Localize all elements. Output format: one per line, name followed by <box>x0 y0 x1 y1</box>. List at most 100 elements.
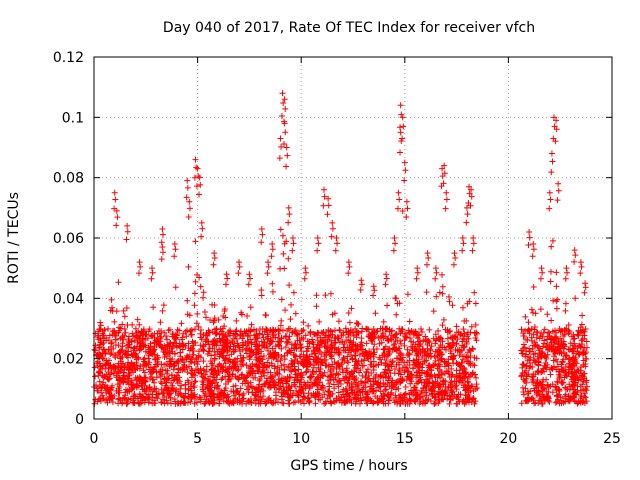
data-point <box>280 361 287 368</box>
data-point <box>570 336 577 343</box>
data-point <box>449 395 456 402</box>
data-point <box>372 310 379 317</box>
data-point <box>96 369 103 376</box>
data-point <box>580 377 587 384</box>
data-point <box>363 340 370 347</box>
data-point <box>235 270 242 277</box>
data-point <box>159 307 166 314</box>
data-point <box>407 397 414 404</box>
y-tick-label: 0.08 <box>53 171 84 187</box>
data-point <box>364 389 371 396</box>
data-point <box>161 385 168 392</box>
data-point <box>404 359 411 366</box>
data-point <box>558 365 565 372</box>
data-point <box>274 358 281 365</box>
data-point <box>201 367 208 374</box>
data-point <box>202 371 209 378</box>
data-point <box>137 263 144 270</box>
data-point <box>247 348 254 355</box>
data-point <box>570 363 577 370</box>
data-point <box>306 398 313 405</box>
data-point <box>133 354 140 361</box>
data-point <box>366 375 373 382</box>
data-point <box>562 275 569 282</box>
data-point <box>154 361 161 368</box>
data-point <box>423 392 430 399</box>
data-point <box>234 374 241 381</box>
data-point <box>415 331 422 338</box>
data-point <box>188 380 195 387</box>
data-point <box>292 327 299 334</box>
data-point <box>410 365 417 372</box>
data-point <box>562 307 569 314</box>
data-point <box>271 379 278 386</box>
data-point <box>124 228 131 235</box>
data-point <box>328 337 335 344</box>
data-point <box>306 374 313 381</box>
data-point <box>385 396 392 403</box>
data-point <box>220 363 227 370</box>
data-point <box>375 379 382 386</box>
data-point <box>260 364 266 371</box>
data-point <box>427 353 434 360</box>
data-point <box>150 304 157 311</box>
data-point <box>522 313 529 320</box>
data-point <box>167 355 174 362</box>
data-point <box>465 354 472 361</box>
data-point <box>97 363 104 370</box>
data-point <box>399 208 406 215</box>
data-point <box>358 397 365 404</box>
data-point <box>264 369 271 376</box>
data-point <box>464 395 471 402</box>
data-point <box>345 270 352 277</box>
data-point <box>151 385 158 392</box>
data-point <box>335 318 342 325</box>
data-point <box>269 353 276 360</box>
data-point <box>573 360 580 367</box>
data-point <box>158 386 165 393</box>
data-point <box>472 321 479 328</box>
data-point <box>150 347 157 354</box>
data-point <box>460 240 467 247</box>
data-point <box>349 390 356 397</box>
data-point <box>113 207 120 214</box>
data-point <box>206 383 213 390</box>
data-point <box>406 350 413 357</box>
data-point <box>579 312 586 319</box>
data-point <box>403 198 410 205</box>
data-point <box>450 382 457 389</box>
data-point <box>121 332 128 339</box>
data-point <box>526 396 533 403</box>
data-point <box>246 354 253 361</box>
data-point <box>373 387 380 394</box>
data-point <box>159 244 166 251</box>
data-point <box>523 379 530 386</box>
data-point <box>224 340 231 347</box>
data-point <box>544 340 551 347</box>
data-point <box>264 331 271 338</box>
data-point <box>553 392 560 399</box>
data-point <box>109 399 116 406</box>
data-point <box>114 368 121 375</box>
data-point <box>287 349 294 356</box>
data-point <box>430 308 437 315</box>
data-point <box>446 400 453 407</box>
data-point <box>439 290 446 297</box>
data-point <box>305 322 312 329</box>
data-point <box>579 372 586 379</box>
data-point <box>260 353 267 360</box>
data-point <box>159 249 166 256</box>
data-point <box>392 240 399 247</box>
data-point <box>414 360 421 367</box>
data-point <box>239 361 246 368</box>
data-point <box>254 367 261 374</box>
data-point <box>533 390 540 397</box>
data-point <box>327 377 334 384</box>
data-point <box>169 382 176 389</box>
data-point <box>343 367 350 374</box>
data-point <box>216 353 223 360</box>
data-point <box>240 354 247 361</box>
chart-title: Day 040 of 2017, Rate Of TEC Index for r… <box>163 20 535 36</box>
data-point <box>115 350 122 357</box>
data-point <box>548 150 555 157</box>
